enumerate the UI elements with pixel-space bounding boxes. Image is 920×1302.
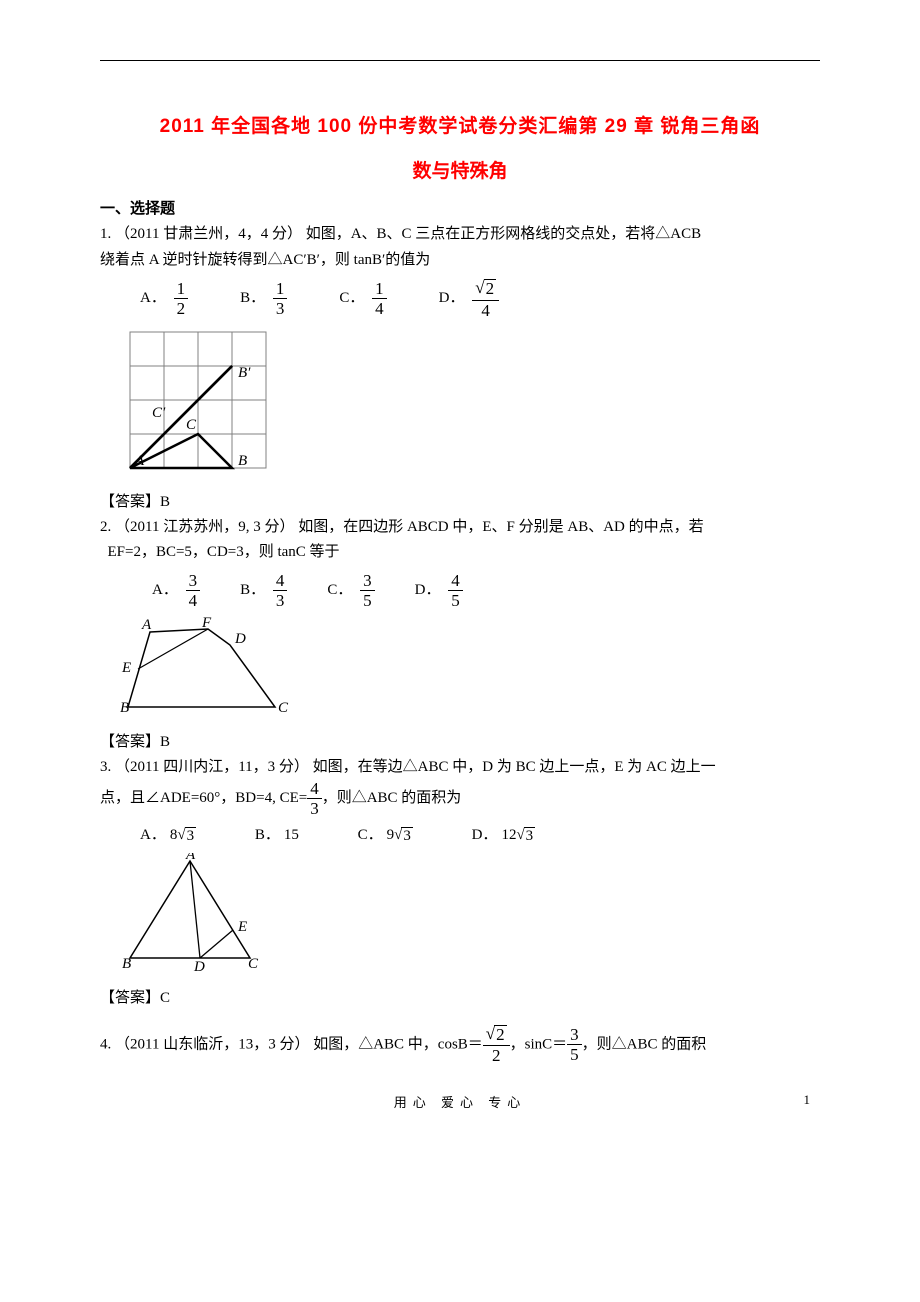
problem-1-number: 1.	[100, 226, 111, 242]
svg-text:A: A	[134, 453, 145, 469]
problem-1-source: （2011 甘肃兰州，4，4 分）	[115, 226, 302, 242]
problem-1-option-d: D． 24	[439, 279, 499, 319]
problem-3-option-b: B．15	[255, 823, 299, 844]
problem-1-stem-b: 绕着点 A 逆时针旋转得到△AC′B′，则 tanB′的值为	[100, 252, 430, 268]
svg-text:E: E	[121, 660, 131, 676]
problem-2-option-b: B． 43	[240, 572, 287, 609]
problem-1-answer: 【答案】B	[100, 490, 820, 511]
problem-1-option-c: C． 14	[339, 280, 386, 317]
problem-2: 2. （2011 江苏苏州，9, 3 分） 如图，在四边形 ABCD 中，E、F…	[100, 515, 820, 566]
svg-text:C′: C′	[152, 405, 166, 421]
svg-text:D: D	[234, 631, 246, 647]
svg-text:C: C	[248, 956, 259, 972]
problem-1-options: A． 12 B． 13 C． 14 D． 24	[140, 279, 820, 319]
problem-4-number: 4.	[100, 1036, 111, 1052]
problem-2-stem-a: 如图，在四边形 ABCD 中，E、F 分别是 AB、AD 的中点，若	[298, 519, 703, 535]
svg-text:F: F	[201, 617, 212, 631]
problem-4-mid: ，sinC＝	[510, 1036, 568, 1052]
problem-3-stem-b-prefix: 点，且∠ADE=60°，BD=4, CE=	[100, 790, 307, 806]
problem-3-answer: 【答案】C	[100, 986, 820, 1007]
problem-4-source: （2011 山东临沂，13，3 分）	[115, 1036, 309, 1052]
problem-3: 3. （2011 四川内江，11，3 分） 如图，在等边△ABC 中，D 为 B…	[100, 755, 820, 818]
top-rule	[100, 60, 820, 61]
svg-text:B: B	[122, 956, 131, 972]
problem-2-number: 2.	[100, 519, 111, 535]
problem-2-option-d: D． 45	[415, 572, 463, 609]
problem-2-answer: 【答案】B	[100, 730, 820, 751]
problem-4-stem-prefix: 如图，△ABC 中，cosB＝	[313, 1036, 483, 1052]
problem-2-option-a: A． 34	[152, 572, 200, 609]
problem-3-source: （2011 四川内江，11，3 分）	[115, 759, 309, 775]
footer-text: 用心 爱心 专心	[394, 1095, 527, 1110]
problem-3-number: 3.	[100, 759, 111, 775]
problem-3-option-c: C．93	[358, 823, 413, 845]
svg-text:E: E	[237, 919, 247, 935]
problem-4: 4. （2011 山东临沂，13，3 分） 如图，△ABC 中，cosB＝22，…	[100, 1025, 820, 1065]
problem-2-options: A． 34 B． 43 C． 35 D． 45	[152, 572, 820, 609]
problem-3-stem-a: 如图，在等边△ABC 中，D 为 BC 边上一点，E 为 AC 边上一	[313, 759, 716, 775]
svg-text:C: C	[278, 700, 289, 716]
problem-2-figure: A B C D E F	[120, 617, 820, 722]
problem-3-option-a: A．83	[140, 823, 196, 845]
page-number: 1	[804, 1092, 811, 1108]
page: 2011 年全国各地 100 份中考数学试卷分类汇编第 29 章 锐角三角函 数…	[0, 0, 920, 1141]
section-header: 一、选择题	[100, 197, 820, 218]
problem-1: 1. （2011 甘肃兰州，4，4 分） 如图，A、B、C 三点在正方形网格线的…	[100, 222, 820, 273]
title-line-2: 数与特殊角	[100, 156, 820, 183]
problem-2-stem-b: EF=2，BC=5，CD=3，则 tanC 等于	[108, 544, 340, 560]
svg-text:B: B	[238, 453, 247, 469]
svg-text:D: D	[193, 959, 205, 973]
problem-1-figure: A B B′ C C′	[120, 327, 820, 482]
problem-3-option-d: D．123	[472, 823, 536, 845]
problem-1-option-a: A． 12	[140, 280, 188, 317]
title-line-1: 2011 年全国各地 100 份中考数学试卷分类汇编第 29 章 锐角三角函	[100, 111, 820, 138]
svg-text:C: C	[186, 417, 197, 433]
problem-2-source: （2011 江苏苏州，9, 3 分）	[115, 519, 294, 535]
problem-1-stem-a: 如图，A、B、C 三点在正方形网格线的交点处，若将△ACB	[306, 226, 701, 242]
svg-text:A: A	[141, 617, 152, 633]
problem-4-suffix: ，则△ABC 的面积	[582, 1036, 707, 1052]
problem-1-option-b: B． 13	[240, 280, 287, 317]
problem-3-options: A．83 B．15 C．93 D．123	[140, 823, 820, 845]
problem-3-figure: A B C D E	[120, 853, 820, 978]
svg-text:B′: B′	[238, 365, 251, 381]
footer: 用心 爱心 专心 1	[100, 1092, 820, 1111]
svg-text:A: A	[185, 853, 196, 863]
svg-text:B: B	[120, 700, 129, 716]
problem-3-stem-b-suffix: ，则△ABC 的面积为	[322, 790, 462, 806]
problem-2-option-c: C． 35	[327, 572, 374, 609]
